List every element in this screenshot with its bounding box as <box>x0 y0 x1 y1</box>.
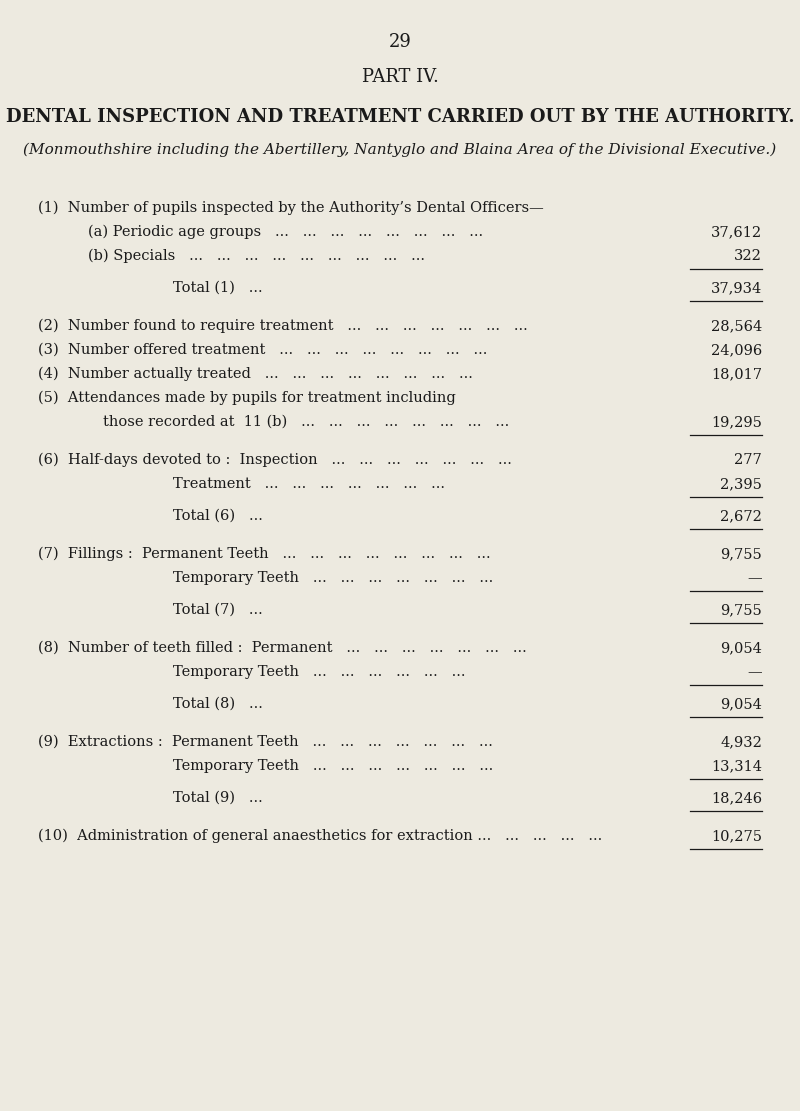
Text: DENTAL INSPECTION AND TREATMENT CARRIED OUT BY THE AUTHORITY.: DENTAL INSPECTION AND TREATMENT CARRIED … <box>6 108 794 126</box>
Text: PART IV.: PART IV. <box>362 68 438 86</box>
Text: 37,612: 37,612 <box>711 226 762 239</box>
Text: (10)  Administration of general anaesthetics for extraction ...   ...   ...   ..: (10) Administration of general anaesthet… <box>38 829 602 843</box>
Text: 29: 29 <box>389 33 411 51</box>
Text: Total (7)   ...: Total (7) ... <box>173 603 262 617</box>
Text: (b) Specials   ...   ...   ...   ...   ...   ...   ...   ...   ...: (b) Specials ... ... ... ... ... ... ...… <box>88 249 425 263</box>
Text: those recorded at  11 (b)   ...   ...   ...   ...   ...   ...   ...   ...: those recorded at 11 (b) ... ... ... ...… <box>103 416 510 429</box>
Text: (4)  Number actually treated   ...   ...   ...   ...   ...   ...   ...   ...: (4) Number actually treated ... ... ... … <box>38 367 473 381</box>
Text: (Monmouthshire including the Abertillery, Nantyglo and Blaina Area of the Divisi: (Monmouthshire including the Abertillery… <box>23 143 777 158</box>
Text: 28,564: 28,564 <box>710 319 762 333</box>
Text: (3)  Number offered treatment   ...   ...   ...   ...   ...   ...   ...   ...: (3) Number offered treatment ... ... ...… <box>38 343 487 357</box>
Text: (9)  Extractions :  Permanent Teeth   ...   ...   ...   ...   ...   ...   ...: (9) Extractions : Permanent Teeth ... ..… <box>38 735 493 749</box>
Text: Total (1)   ...: Total (1) ... <box>173 281 262 296</box>
Text: (6)  Half-days devoted to :  Inspection   ...   ...   ...   ...   ...   ...   ..: (6) Half-days devoted to : Inspection ..… <box>38 453 512 468</box>
Text: Temporary Teeth   ...   ...   ...   ...   ...   ...   ...: Temporary Teeth ... ... ... ... ... ... … <box>173 571 494 585</box>
Text: (1)  Number of pupils inspected by the Authority’s Dental Officers—: (1) Number of pupils inspected by the Au… <box>38 201 544 216</box>
Text: Total (9)   ...: Total (9) ... <box>173 791 262 805</box>
Text: 10,275: 10,275 <box>711 829 762 843</box>
Text: Temporary Teeth   ...   ...   ...   ...   ...   ...   ...: Temporary Teeth ... ... ... ... ... ... … <box>173 759 494 773</box>
Text: 19,295: 19,295 <box>711 416 762 429</box>
Text: —: — <box>747 665 762 679</box>
Text: 2,672: 2,672 <box>720 509 762 523</box>
Text: Total (6)   ...: Total (6) ... <box>173 509 263 523</box>
Text: 9,755: 9,755 <box>720 603 762 617</box>
Text: (5)  Attendances made by pupils for treatment including: (5) Attendances made by pupils for treat… <box>38 391 456 406</box>
Text: 9,054: 9,054 <box>720 641 762 655</box>
Text: (a) Periodic age groups   ...   ...   ...   ...   ...   ...   ...   ...: (a) Periodic age groups ... ... ... ... … <box>88 226 483 239</box>
Text: 9,054: 9,054 <box>720 697 762 711</box>
Text: 277: 277 <box>734 453 762 467</box>
Text: 2,395: 2,395 <box>720 477 762 491</box>
Text: 24,096: 24,096 <box>710 343 762 357</box>
Text: 18,246: 18,246 <box>711 791 762 805</box>
Text: 37,934: 37,934 <box>710 281 762 296</box>
Text: (2)  Number found to require treatment   ...   ...   ...   ...   ...   ...   ...: (2) Number found to require treatment ..… <box>38 319 528 333</box>
Text: 9,755: 9,755 <box>720 547 762 561</box>
Text: (7)  Fillings :  Permanent Teeth   ...   ...   ...   ...   ...   ...   ...   ...: (7) Fillings : Permanent Teeth ... ... .… <box>38 547 490 561</box>
Text: Total (8)   ...: Total (8) ... <box>173 697 263 711</box>
Text: 18,017: 18,017 <box>711 367 762 381</box>
Text: 322: 322 <box>734 249 762 263</box>
Text: 4,932: 4,932 <box>720 735 762 749</box>
Text: Temporary Teeth   ...   ...   ...   ...   ...   ...: Temporary Teeth ... ... ... ... ... ... <box>173 665 466 679</box>
Text: (8)  Number of teeth filled :  Permanent   ...   ...   ...   ...   ...   ...   .: (8) Number of teeth filled : Permanent .… <box>38 641 526 655</box>
Text: Treatment   ...   ...   ...   ...   ...   ...   ...: Treatment ... ... ... ... ... ... ... <box>173 477 445 491</box>
Text: 13,314: 13,314 <box>711 759 762 773</box>
Text: —: — <box>747 571 762 585</box>
